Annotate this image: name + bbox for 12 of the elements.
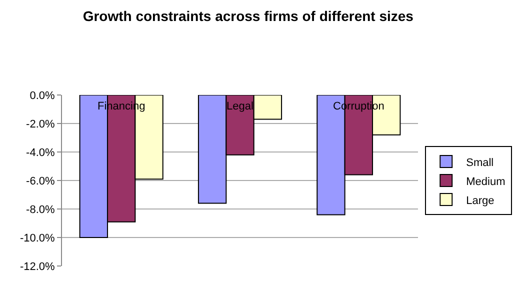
y-tick-label: -12.0% (20, 260, 56, 273)
y-tick-label: -10.0% (20, 232, 56, 244)
legend-label: Medium (466, 176, 506, 188)
y-tick-label: -8.0% (26, 204, 56, 216)
y-tick-label: 0.0% (30, 90, 56, 102)
y-tick-label: -2.0% (26, 118, 56, 130)
x-tick-label: Legal (226, 100, 254, 113)
y-tick-label: -4.0% (26, 146, 56, 159)
legend-label: Small (466, 156, 494, 169)
y-tick-label: -6.0% (26, 175, 56, 188)
chart-title: Growth constraints across firms of different sizes (82, 8, 414, 24)
legend-label: Large (466, 194, 494, 207)
